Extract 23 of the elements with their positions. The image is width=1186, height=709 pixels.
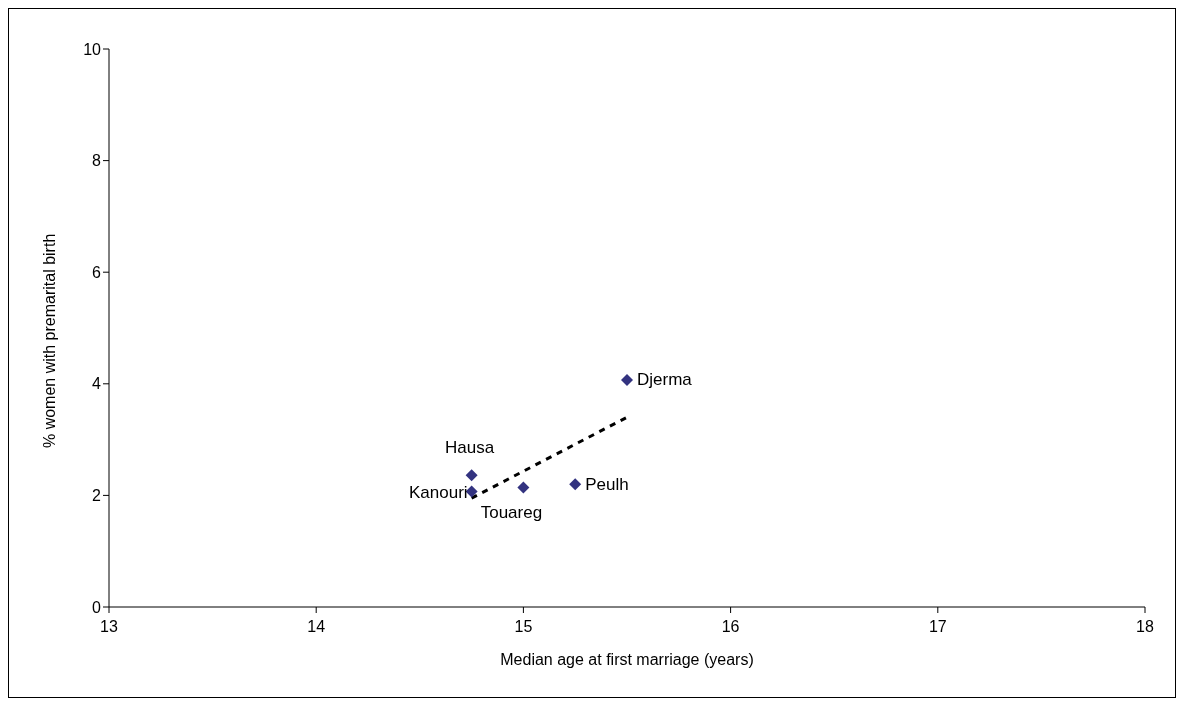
point — [517, 481, 530, 494]
y-tick-label: 2 — [92, 487, 102, 505]
annotation: Djerma — [637, 369, 693, 389]
annotation: Hausa — [445, 438, 495, 458]
point — [569, 478, 582, 491]
point — [621, 373, 633, 386]
y-axis-title: % women with premarital birth — [40, 233, 58, 448]
x-axis-title: Median age at first marriage (years) — [500, 651, 754, 668]
x-tick-label: 13 — [100, 618, 118, 636]
y-tick-label: 4 — [92, 375, 102, 393]
x-tick-label: 17 — [928, 618, 947, 636]
point — [465, 469, 478, 482]
annotation: Kanouri — [408, 483, 468, 503]
x-tick-label: 14 — [307, 618, 326, 636]
y-tick-label: 10 — [83, 40, 102, 58]
y-tick-label: 6 — [92, 263, 102, 281]
x-tick-label: 15 — [514, 618, 533, 636]
x-tick-label: 18 — [1136, 618, 1154, 636]
y-tick-label: 8 — [92, 152, 102, 170]
y-tick-label: 0 — [92, 598, 102, 616]
annotation: Touareg — [480, 502, 543, 522]
annotation: Peulh — [585, 475, 629, 495]
x-tick-label: 16 — [721, 618, 740, 636]
